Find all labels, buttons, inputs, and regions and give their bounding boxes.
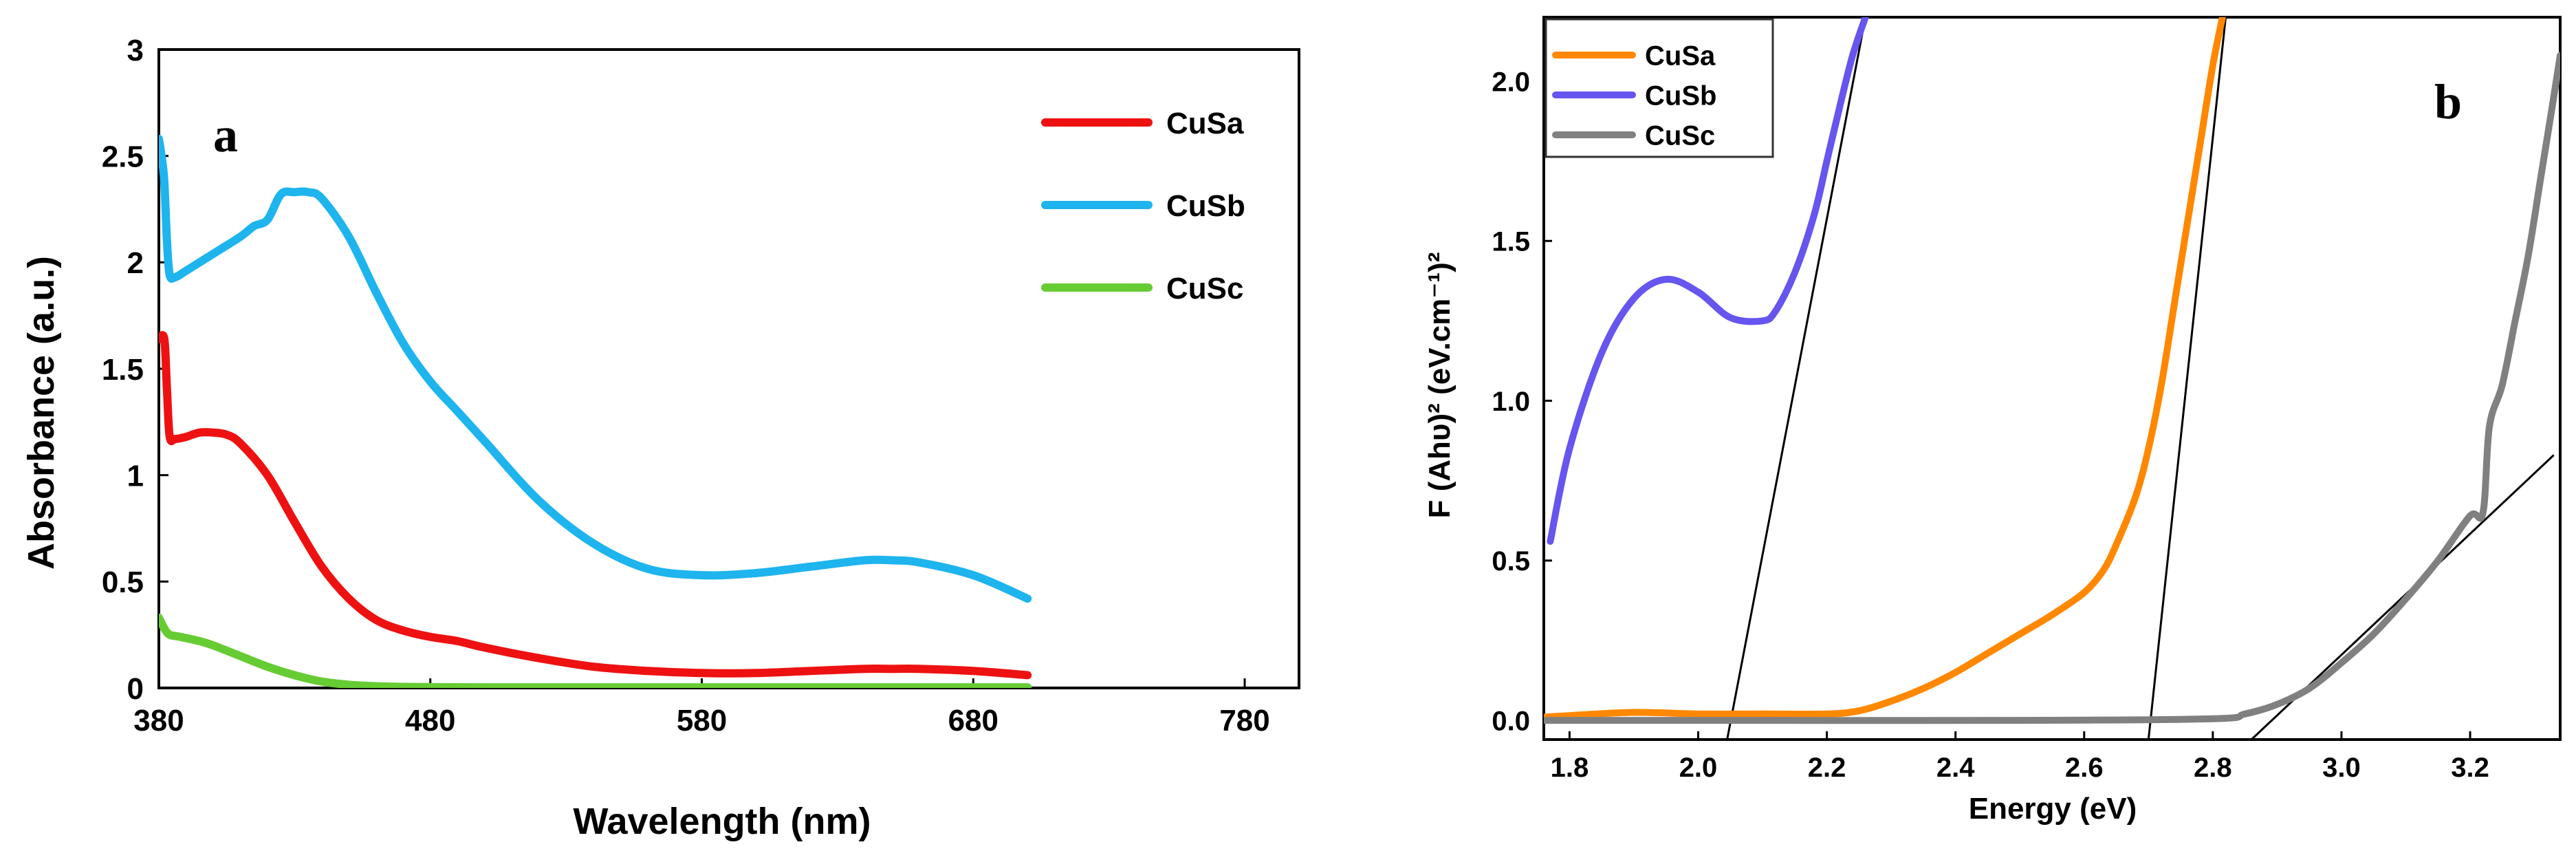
legend-b: CuSa CuSb CuSc <box>1544 18 1774 158</box>
y-tick-label: 1 <box>127 460 144 493</box>
x-tick-label: 780 <box>1219 704 1269 737</box>
legend-label-cusb: CuSb <box>1645 80 1716 111</box>
series-group-a <box>159 134 1032 688</box>
y-tick-label: 3 <box>127 34 144 67</box>
x-axis-label-b: Energy (eV) <box>1969 792 2137 826</box>
axis-ticks-a: 380 480 580 680 780 0 0.5 1 1.5 2 2.5 3 <box>102 34 1270 737</box>
y-tick-label: 0.5 <box>1492 546 1530 577</box>
legend-label-cusc: CuSc <box>1166 272 1243 305</box>
x-tick-label: 580 <box>677 704 727 737</box>
panel-b: 1.8 2.0 2.2 2.4 2.6 2.8 3.0 3.20.00.51.01.52.0 … <box>1423 16 2562 826</box>
y-tick-label: 1.5 <box>1492 227 1530 257</box>
tangent-line-cusb <box>1726 17 1867 740</box>
series-line-cusb <box>1547 17 1869 545</box>
x-tick-label: 380 <box>133 704 184 737</box>
tangent-line-cusa <box>2147 17 2227 740</box>
legend-label-cusb: CuSb <box>1166 189 1245 223</box>
series-line-cusa <box>159 331 1032 680</box>
x-tick-label: 3.2 <box>2451 753 2489 783</box>
plot-frame-b <box>1542 16 2562 741</box>
x-tick-label: 2.0 <box>1679 753 1718 783</box>
x-tick-label: 3.0 <box>2322 753 2361 783</box>
x-tick-label: 480 <box>405 704 455 737</box>
y-axis-label-a: Absorbance (a.u.) <box>21 256 62 570</box>
plot-frame-a <box>157 48 1300 689</box>
legend-a: CuSa CuSb CuSc <box>1041 107 1245 305</box>
series-line-cusc <box>1544 52 2560 724</box>
panel-a: 380 480 580 680 780 0 0.5 1 1.5 2 2.5 3 a Wavelengt… <box>21 34 1300 842</box>
series-group-b <box>1544 17 2560 724</box>
x-tick-label: 1.8 <box>1551 753 1589 783</box>
y-tick-label: 0.0 <box>1492 707 1530 737</box>
panel-label-a: a <box>213 107 238 162</box>
legend-label-cusa: CuSa <box>1166 107 1244 140</box>
y-tick-label: 2 <box>127 246 144 280</box>
y-tick-label: 0.5 <box>102 565 144 599</box>
y-axis-label-b: F (Ahυ)² (eV.cm⁻¹)² <box>1423 252 1456 519</box>
series-line-cusb <box>159 134 1032 603</box>
legend-label-cusa: CuSa <box>1645 41 1716 71</box>
x-tick-label: 2.8 <box>2194 753 2232 783</box>
x-tick-label: 680 <box>948 704 998 737</box>
x-tick-label: 2.2 <box>1808 753 1846 783</box>
y-tick-label: 0 <box>127 672 144 706</box>
axis-ticks-b: 1.8 2.0 2.2 2.4 2.6 2.8 3.0 3.2 0.0 0.5 1.0 1.5 2.0 <box>1492 67 2489 783</box>
series-line-cusc <box>159 613 1032 688</box>
panel-label-b: b <box>2434 74 2462 129</box>
y-tick-label: 1.5 <box>102 353 144 387</box>
x-tick-label: 2.6 <box>2065 753 2104 783</box>
y-tick-label: 2.0 <box>1492 67 1530 97</box>
x-tick-label: 2.4 <box>1936 753 1975 783</box>
y-tick-label: 2.5 <box>102 140 144 174</box>
x-axis-label-a: Wavelength (nm) <box>573 801 871 842</box>
series-line-cusa <box>1544 17 2226 721</box>
y-tick-label: 1.0 <box>1492 387 1530 417</box>
tangent-lines-b <box>1726 17 2555 740</box>
legend-label-cusc: CuSc <box>1645 120 1715 151</box>
